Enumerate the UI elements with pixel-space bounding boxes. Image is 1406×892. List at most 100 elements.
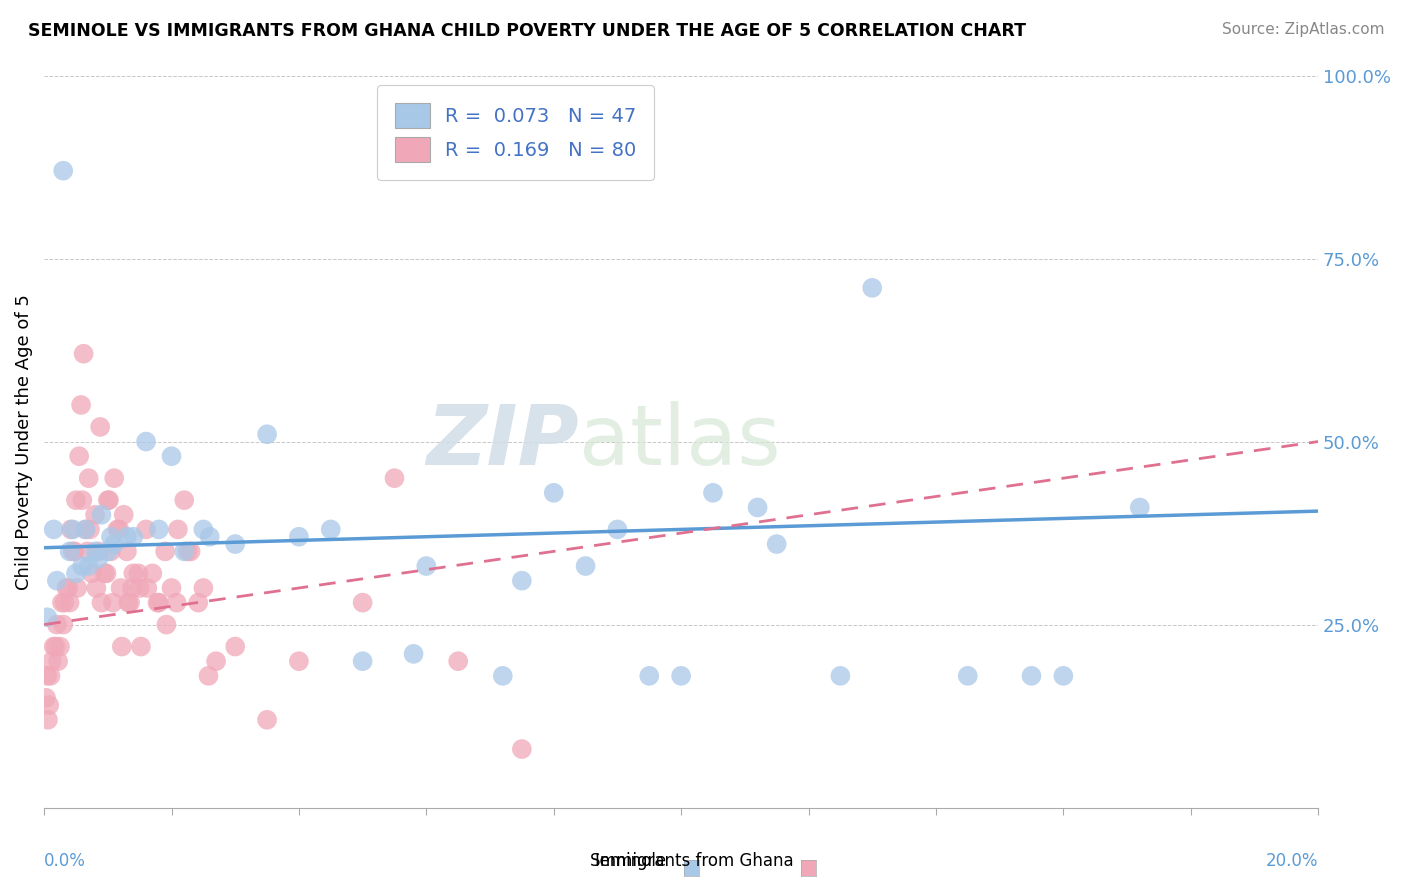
Point	[100, 544, 122, 558]
Point	[155, 617, 177, 632]
Point	[75, 523, 97, 537]
Point	[115, 530, 138, 544]
Point	[669, 669, 692, 683]
Point	[103, 537, 125, 551]
Point	[129, 640, 152, 654]
Point	[352, 596, 374, 610]
Point	[402, 647, 425, 661]
Point	[415, 559, 437, 574]
Point	[256, 713, 278, 727]
Point	[830, 669, 852, 683]
Point	[63, 544, 86, 558]
Point	[111, 640, 134, 654]
Point	[37, 669, 59, 683]
Point	[98, 493, 121, 508]
Point	[46, 654, 69, 668]
Point	[606, 523, 628, 537]
Point	[148, 596, 170, 610]
Point	[148, 523, 170, 537]
Point	[638, 669, 661, 683]
Text: SEMINOLE VS IMMIGRANTS FROM GHANA CHILD POVERTY UNDER THE AGE OF 5 CORRELATION C: SEMINOLE VS IMMIGRANTS FROM GHANA CHILD …	[28, 22, 1026, 40]
Point	[37, 610, 59, 624]
Point	[72, 347, 94, 361]
Point	[41, 654, 63, 668]
Point	[173, 493, 195, 508]
Point	[120, 596, 142, 610]
Point	[108, 523, 131, 537]
Point	[141, 566, 163, 581]
Point	[72, 559, 94, 574]
Point	[90, 508, 112, 522]
Point	[510, 574, 533, 588]
Point	[90, 596, 112, 610]
Point	[87, 551, 110, 566]
Point	[173, 544, 195, 558]
Point	[37, 713, 59, 727]
Point	[77, 559, 100, 574]
Point	[492, 669, 515, 683]
Point	[127, 566, 149, 581]
Text: Immigrants from Ghana: Immigrants from Ghana	[595, 852, 793, 870]
Point	[702, 485, 724, 500]
Point	[80, 566, 103, 581]
Point	[135, 523, 157, 537]
Point	[51, 596, 73, 610]
Point	[55, 581, 77, 595]
Point	[58, 581, 80, 595]
Point	[205, 654, 228, 668]
Point	[89, 420, 111, 434]
Point	[70, 398, 93, 412]
Point	[136, 581, 159, 595]
Point	[35, 690, 58, 705]
Point	[100, 530, 122, 544]
Point	[84, 544, 107, 558]
Point	[180, 544, 202, 558]
Point	[62, 523, 84, 537]
Point	[110, 581, 132, 595]
Text: Seminole: Seminole	[591, 852, 666, 870]
Point	[49, 640, 72, 654]
Point	[112, 508, 135, 522]
Point	[59, 523, 82, 537]
Point	[765, 537, 787, 551]
Point	[135, 434, 157, 449]
Point	[77, 471, 100, 485]
Point	[66, 581, 89, 595]
Point	[105, 523, 128, 537]
Point	[288, 530, 311, 544]
Point	[45, 617, 67, 632]
Point	[187, 596, 209, 610]
Point	[1021, 669, 1043, 683]
Text: ZIP: ZIP	[426, 401, 579, 482]
Point	[101, 596, 124, 610]
Point	[860, 281, 883, 295]
Point	[75, 523, 97, 537]
Point	[103, 471, 125, 485]
Point	[176, 544, 198, 558]
Point	[96, 566, 118, 581]
Text: Source: ZipAtlas.com: Source: ZipAtlas.com	[1222, 22, 1385, 37]
Point	[153, 544, 176, 558]
Point	[76, 544, 98, 558]
Point	[447, 654, 470, 668]
Point	[45, 574, 67, 588]
Point	[197, 669, 219, 683]
Point	[72, 493, 94, 508]
Point	[128, 581, 150, 595]
Point	[352, 654, 374, 668]
Point	[115, 544, 138, 558]
Point	[97, 544, 120, 558]
Point	[52, 163, 75, 178]
Point	[193, 523, 215, 537]
Point	[256, 427, 278, 442]
Point	[117, 596, 139, 610]
Point	[53, 596, 76, 610]
Point	[193, 581, 215, 595]
Point	[121, 581, 143, 595]
Point	[166, 596, 188, 610]
Text: 20.0%: 20.0%	[1265, 852, 1319, 870]
Point	[146, 596, 169, 610]
Point	[79, 523, 101, 537]
Point	[39, 669, 62, 683]
Point	[1129, 500, 1152, 515]
